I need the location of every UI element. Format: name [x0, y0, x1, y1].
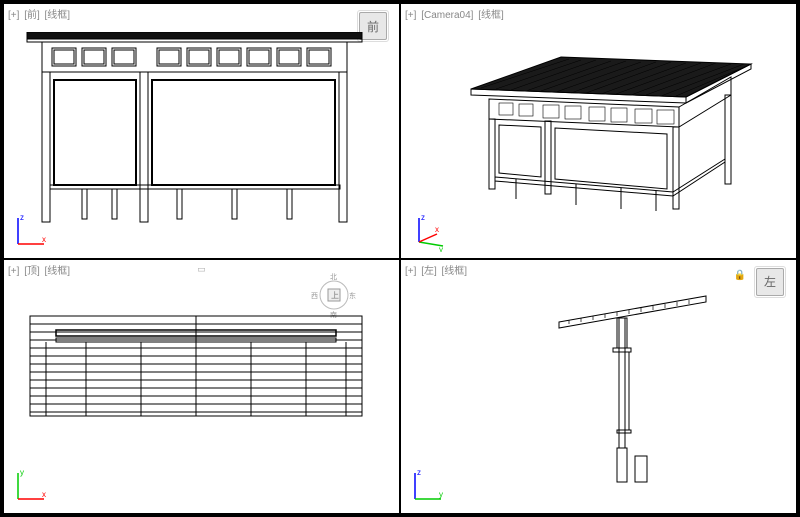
vp-plus[interactable]: [+]: [405, 10, 416, 21]
svg-text:y: y: [439, 245, 443, 252]
viewport-left[interactable]: [+] [左] [线框] 🔒 左: [401, 260, 796, 514]
vp-plus[interactable]: [+]: [8, 10, 19, 21]
svg-text:z: z: [20, 213, 24, 222]
vp-viewname[interactable]: [顶]: [24, 266, 40, 277]
drawing-side: [551, 292, 716, 492]
axis-gizmo: z y x: [407, 212, 451, 252]
drawing-plan: [26, 312, 366, 422]
viewport-camera[interactable]: [+] [Camera04] [线框]: [401, 4, 796, 258]
svg-text:x: x: [42, 490, 46, 499]
nav-pad-icon[interactable]: ▭: [197, 264, 206, 275]
svg-text:x: x: [435, 225, 439, 234]
svg-text:z: z: [421, 213, 425, 222]
viewport-label[interactable]: [+] [左] [线框]: [405, 262, 469, 277]
vp-viewname[interactable]: [前]: [24, 10, 40, 21]
viewport-label[interactable]: [+] [顶] [线框]: [8, 262, 72, 277]
svg-text:x: x: [42, 235, 46, 244]
svg-text:y: y: [20, 468, 24, 477]
vp-mode[interactable]: [线框]: [45, 10, 71, 21]
vp-plus[interactable]: [+]: [405, 266, 416, 277]
svg-text:东: 东: [349, 291, 356, 300]
vp-mode[interactable]: [线框]: [478, 10, 504, 21]
axis-gizmo: y x: [10, 467, 50, 507]
svg-text:z: z: [417, 468, 421, 477]
viewport-grid: [+] [前] [线框] 前: [0, 0, 800, 517]
viewport-front[interactable]: [+] [前] [线框] 前: [4, 4, 399, 258]
drawing-front-elevation: [22, 32, 372, 227]
svg-text:y: y: [439, 490, 443, 499]
lock-icon[interactable]: 🔒: [734, 270, 746, 281]
svg-text:西: 西: [311, 292, 318, 300]
vp-viewname[interactable]: [左]: [421, 266, 437, 277]
svg-text:上: 上: [331, 291, 339, 300]
viewport-label[interactable]: [+] [Camera04] [线框]: [405, 6, 506, 21]
viewcube[interactable]: 左: [756, 268, 784, 296]
viewport-label[interactable]: [+] [前] [线框]: [8, 6, 72, 21]
vp-mode[interactable]: [线框]: [442, 266, 468, 277]
axis-gizmo: z y: [407, 467, 447, 507]
drawing-perspective: [461, 49, 761, 214]
axis-gizmo: z x: [10, 212, 50, 252]
vp-plus[interactable]: [+]: [8, 266, 19, 277]
svg-text:北: 北: [330, 273, 337, 281]
viewport-top[interactable]: [+] [顶] [线框] ▭ 上 北 南 东 西: [4, 260, 399, 514]
vp-mode[interactable]: [线框]: [45, 266, 71, 277]
vp-viewname[interactable]: [Camera04]: [421, 10, 473, 21]
